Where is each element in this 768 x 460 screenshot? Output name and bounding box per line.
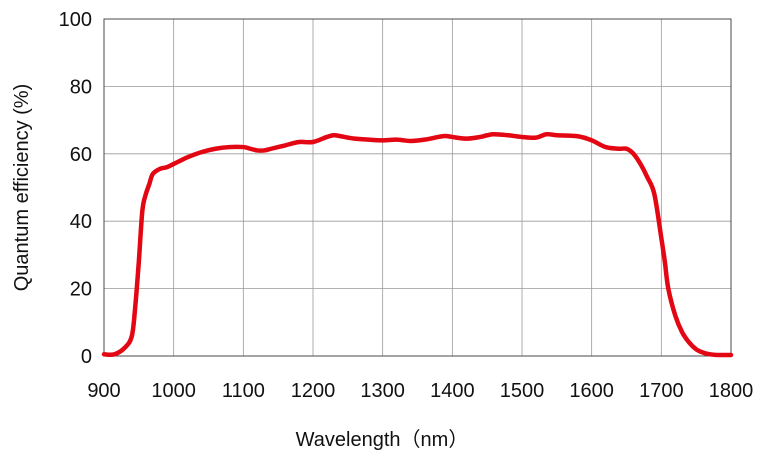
x-axis-label: Wavelength（nm） — [296, 428, 469, 451]
plot-area — [103, 18, 732, 357]
x-tick-label: 1500 — [500, 380, 545, 402]
x-tick-label: 900 — [87, 380, 120, 402]
x-tick-label: 1100 — [222, 380, 265, 402]
x-tick-label: 1800 — [709, 380, 754, 402]
x-tick-label: 1700 — [639, 380, 684, 402]
x-tick-label: 1400 — [430, 380, 475, 402]
x-tick-label: 1600 — [569, 380, 614, 402]
grid — [104, 19, 731, 356]
y-tick-label: 40 — [70, 211, 92, 233]
series-layer — [101, 131, 734, 358]
x-axis-ticks: 900 1000 1100 1200 1300 1400 1500 1600 1700 1800 — [87, 380, 753, 402]
x-tick-label: 1200 — [291, 380, 336, 402]
qe-curve-line — [101, 131, 734, 358]
x-tick-label: 1300 — [360, 380, 405, 402]
y-tick-label: 60 — [70, 144, 92, 166]
x-tick-label: 1000 — [151, 380, 196, 402]
y-axis-label: Quantum efficiency (%) — [11, 84, 33, 292]
y-tick-label: 20 — [70, 279, 92, 301]
y-tick-label: 100 — [59, 9, 92, 31]
y-tick-label: 80 — [70, 76, 92, 98]
y-axis-ticks: 0 20 40 60 80 100 — [59, 9, 92, 368]
y-tick-label: 0 — [81, 346, 92, 368]
